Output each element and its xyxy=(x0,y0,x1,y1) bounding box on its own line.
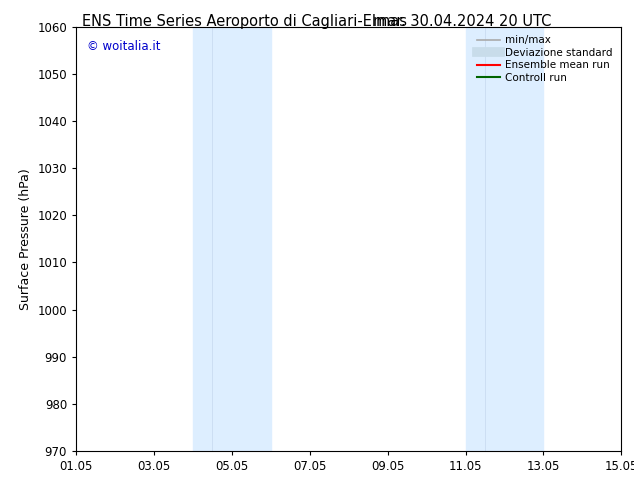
Bar xyxy=(465,27,543,451)
Bar xyxy=(193,27,271,451)
Legend: min/max, Deviazione standard, Ensemble mean run, Controll run: min/max, Deviazione standard, Ensemble m… xyxy=(474,32,616,86)
Text: ENS Time Series Aeroporto di Cagliari-Elmas: ENS Time Series Aeroporto di Cagliari-El… xyxy=(82,14,408,29)
Text: © woitalia.it: © woitalia.it xyxy=(87,40,160,52)
Y-axis label: Surface Pressure (hPa): Surface Pressure (hPa) xyxy=(19,168,32,310)
Text: mar. 30.04.2024 20 UTC: mar. 30.04.2024 20 UTC xyxy=(373,14,552,29)
